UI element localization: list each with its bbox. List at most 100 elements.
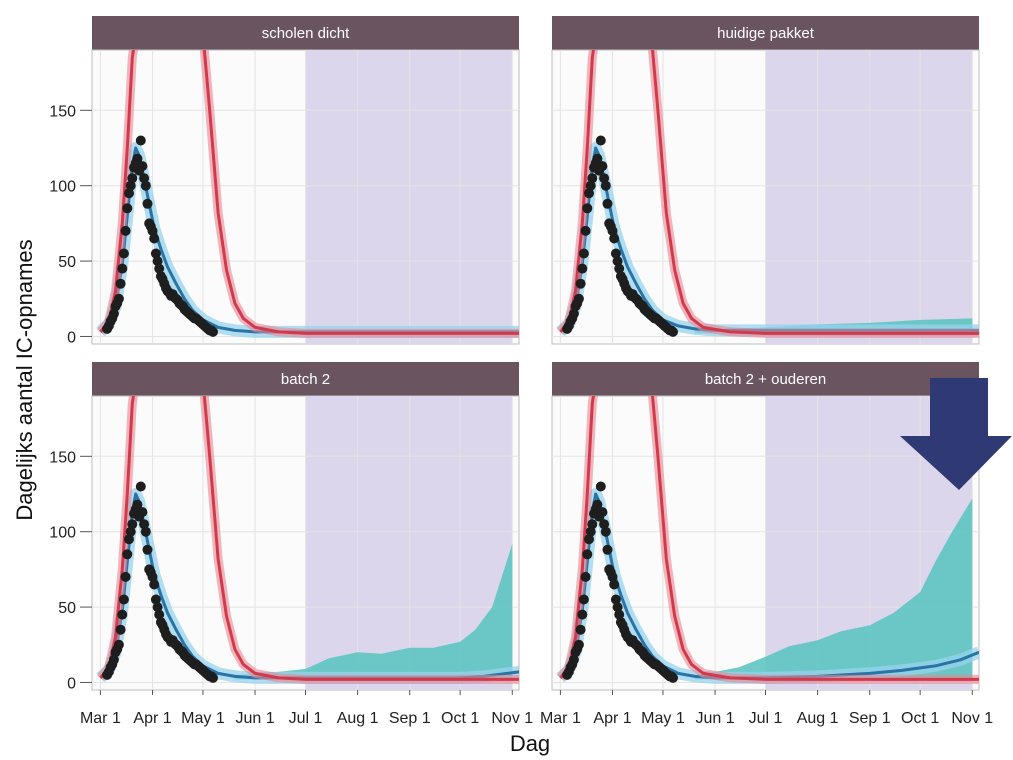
- teal-band: [694, 498, 973, 680]
- data-point: [668, 672, 678, 683]
- data-point: [150, 248, 161, 259]
- data-point: [597, 161, 608, 172]
- data-point: [142, 198, 153, 209]
- red-curve: [99, 396, 519, 681]
- red-curve: [559, 396, 979, 681]
- data-point: [592, 153, 603, 164]
- data-point: [573, 293, 584, 304]
- data-point: [582, 203, 593, 214]
- data-point: [602, 198, 613, 209]
- y-tick-label: 50: [58, 254, 76, 271]
- data-point: [132, 153, 143, 164]
- data-point: [614, 609, 625, 620]
- y-axis-title: Dagelijks aantal IC-opnames: [12, 239, 37, 520]
- x-tick-label: Sep 1: [849, 710, 891, 727]
- data-point: [587, 519, 598, 530]
- data-point: [113, 639, 124, 650]
- data-point: [573, 639, 584, 650]
- data-point: [124, 188, 134, 199]
- panel-3: batch 2 0 50 100 150 Mar 1 Apr 1 May 1 Jun 1 Jul …: [49, 362, 533, 727]
- data-point: [125, 180, 136, 191]
- data-point: [568, 654, 579, 665]
- data-point: [150, 594, 161, 605]
- x-axis-title: Dag: [510, 731, 550, 756]
- data-point: [599, 173, 610, 184]
- data-point: [597, 507, 608, 518]
- data-point: [120, 225, 131, 236]
- x-tick-label: Oct 1: [901, 710, 939, 727]
- data-point: [135, 481, 146, 492]
- data-point: [140, 180, 151, 191]
- data-point: [127, 519, 138, 530]
- x-tick-label: Aug 1: [797, 710, 839, 727]
- data-point: [142, 544, 153, 555]
- y-tick-label: 100: [49, 179, 76, 196]
- x-tick-label: Jul 1: [749, 710, 783, 727]
- y-tick-label: 0: [67, 329, 76, 346]
- data-point: [575, 278, 586, 289]
- data-point: [599, 519, 610, 530]
- x-tick-label: Sep 1: [389, 710, 431, 727]
- data-point: [108, 308, 119, 319]
- x-tick-label: May 1: [181, 710, 225, 727]
- panel-4: batch 2 + ouderen Mar 1 Apr 1 May 1 Jun 1 Jul…: [540, 362, 993, 727]
- blue-curve: [559, 492, 979, 680]
- data-point: [118, 248, 129, 259]
- data-point: [137, 161, 148, 172]
- data-point: [568, 308, 579, 319]
- data-point: [120, 571, 131, 582]
- data-point: [113, 293, 124, 304]
- data-point: [137, 507, 148, 518]
- x-tick-label: Jun 1: [695, 710, 734, 727]
- data-point: [600, 180, 611, 191]
- panel-strip: [552, 362, 979, 396]
- data-point: [149, 233, 160, 244]
- data-point: [609, 579, 620, 590]
- data-point: [607, 571, 618, 582]
- panel-1: scholen dicht 0 50 100 150: [49, 16, 520, 346]
- data-point: [132, 499, 143, 510]
- red-curve: [559, 50, 979, 335]
- data-point: [580, 225, 591, 236]
- data-point: [578, 594, 589, 605]
- shaded-period: [765, 50, 973, 344]
- y-tick-label: 100: [49, 525, 76, 542]
- data-point: [149, 579, 160, 590]
- x-tick-label: Jul 1: [289, 710, 323, 727]
- data-point: [122, 549, 133, 560]
- data-point: [152, 256, 163, 267]
- data-point: [115, 278, 126, 289]
- data-point: [147, 225, 158, 236]
- panel-grid: scholen dicht 0 50 100 150 huidige pakket batc…: [49, 16, 993, 727]
- data-point: [127, 173, 138, 184]
- x-tick-label: Nov 1: [951, 710, 993, 727]
- data-point: [140, 526, 151, 537]
- data-point: [582, 549, 593, 560]
- data-point: [154, 609, 165, 620]
- data-point: [587, 173, 598, 184]
- data-point: [139, 519, 150, 530]
- data-point: [122, 203, 133, 214]
- y-tick-label: 150: [49, 449, 76, 466]
- x-tick-label: Mar 1: [540, 710, 581, 727]
- data-point: [612, 602, 623, 613]
- data-point: [208, 672, 218, 683]
- x-tick-label: Jun 1: [235, 710, 274, 727]
- data-point: [154, 263, 165, 274]
- x-tick-label: Nov 1: [491, 710, 533, 727]
- data-point: [580, 571, 591, 582]
- data-point: [578, 248, 589, 259]
- data-point: [585, 180, 596, 191]
- y-tick-label: 50: [58, 600, 76, 617]
- data-point: [135, 135, 146, 146]
- x-tick-label: Oct 1: [441, 710, 479, 727]
- teal-band: [234, 543, 513, 680]
- x-tick-label: Apr 1: [133, 710, 171, 727]
- data-point: [607, 225, 618, 236]
- data-point: [584, 534, 594, 545]
- x-tick-label: Apr 1: [593, 710, 631, 727]
- panel-title: batch 2 + ouderen: [705, 371, 826, 388]
- data-point: [595, 481, 606, 492]
- data-point: [610, 248, 621, 259]
